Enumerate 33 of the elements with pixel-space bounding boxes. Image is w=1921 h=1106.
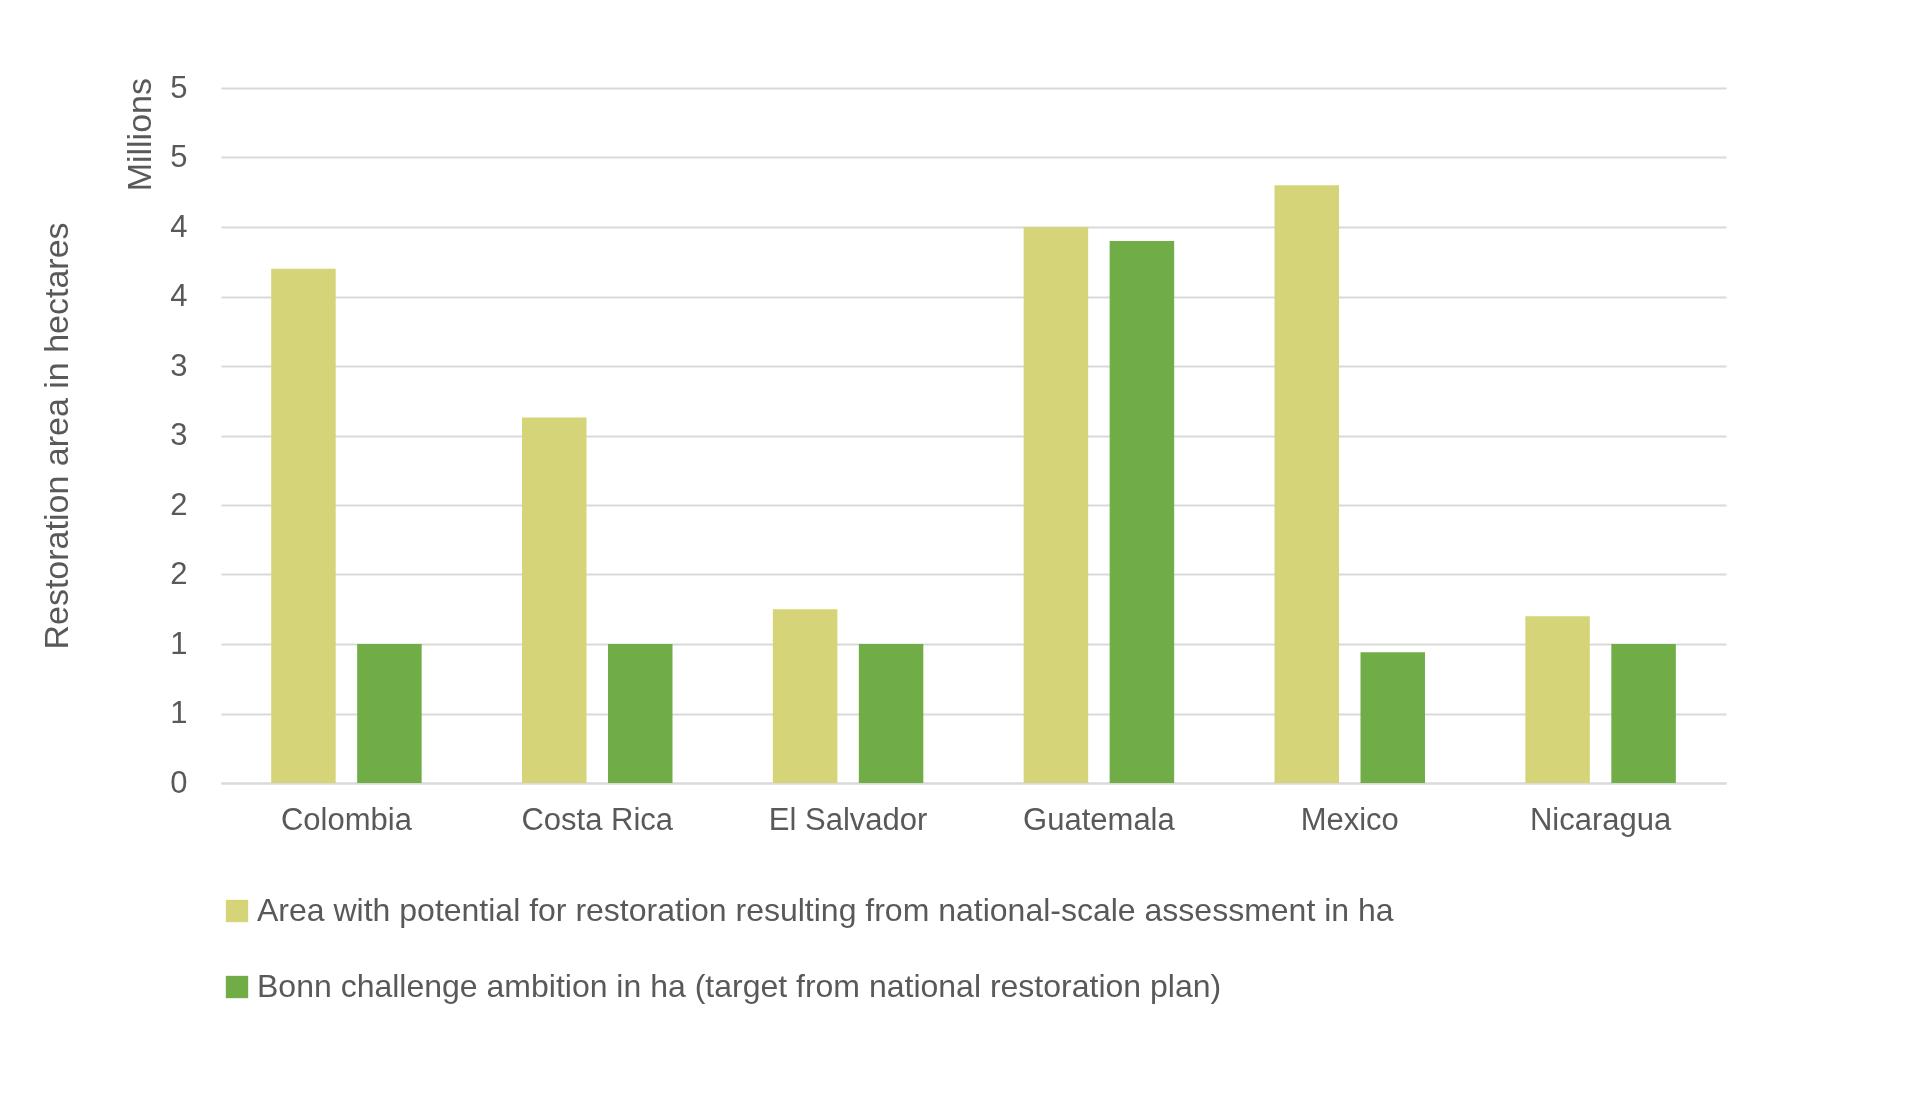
x-tick-label: Colombia [280, 801, 413, 837]
bar [772, 609, 838, 783]
y-tick-label: 5 [170, 139, 188, 174]
y-tick-label: 4 [170, 208, 188, 244]
y-tick-label: 4 [170, 278, 188, 313]
y-tick-label: 2 [170, 556, 188, 591]
bar [271, 268, 336, 783]
bar [357, 644, 422, 783]
bar [858, 644, 924, 783]
bar [1274, 185, 1339, 783]
y-tick-label: 5 [170, 69, 188, 105]
x-tick-label: Mexico [1300, 801, 1399, 837]
x-tick-label: Guatemala [1023, 801, 1176, 837]
bar [522, 417, 587, 783]
bar [1023, 227, 1089, 783]
bar [1360, 652, 1425, 783]
y-tick-label: 3 [170, 417, 188, 452]
bar [1109, 240, 1175, 783]
bar [608, 644, 673, 783]
y-tick-label: 3 [170, 347, 188, 383]
y-tick-label: 1 [170, 695, 188, 730]
bar [1611, 644, 1676, 783]
y-axis-title: Restoration area in hectares [37, 222, 76, 650]
y-tick-label: 0 [170, 764, 188, 800]
legend-label: Area with potential for restoration resulting from national-scale assessment in ha [257, 892, 1394, 928]
text: Millions [120, 78, 158, 192]
legend-label: Bonn challenge ambition in ha (target from national restoration plan) [257, 968, 1222, 1004]
bar [1525, 616, 1590, 783]
y-tick-label: 2 [170, 486, 188, 522]
x-tick-label: Costa Rica [521, 801, 674, 837]
x-tick-label: Nicaragua [1529, 801, 1672, 837]
y-tick-label: 1 [170, 625, 188, 661]
x-tick-label: El Salvador [768, 801, 928, 837]
